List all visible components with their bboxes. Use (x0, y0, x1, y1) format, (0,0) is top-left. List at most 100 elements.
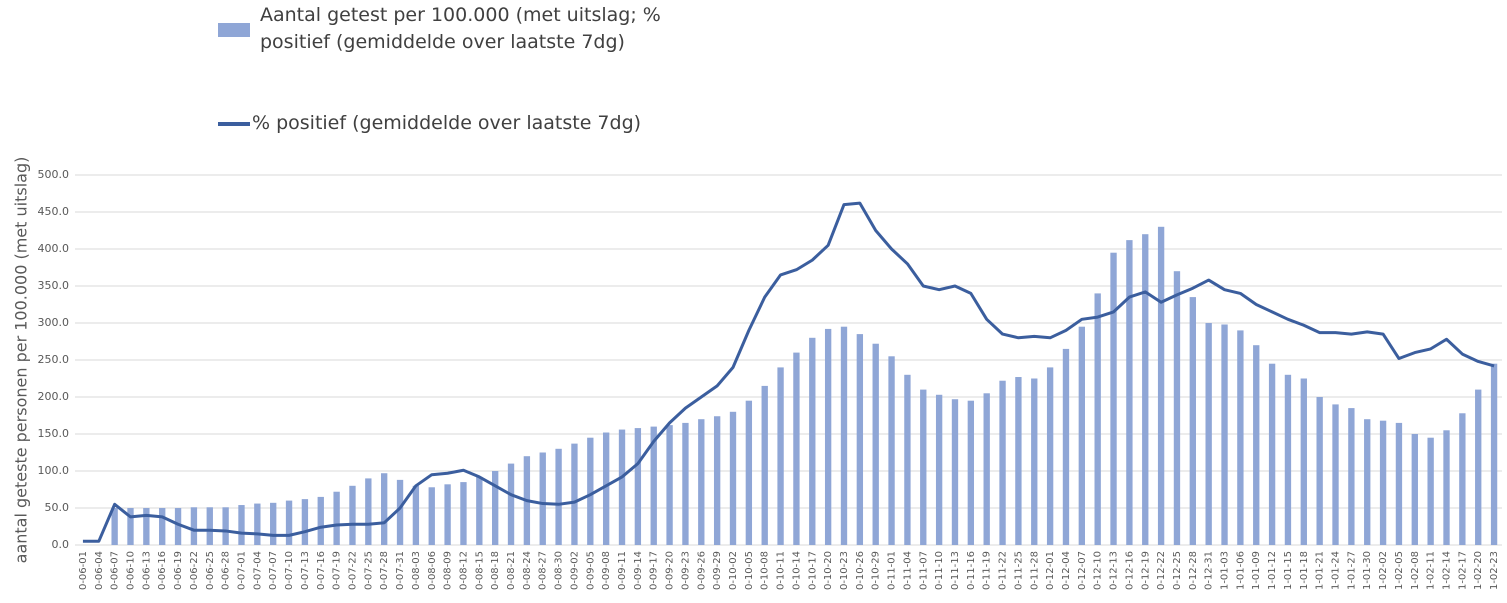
bar (285, 500, 293, 545)
bar (935, 394, 943, 545)
x-tick-label: 0-09-26 (696, 551, 707, 590)
x-tick-label: 0-12-25 (1172, 551, 1183, 590)
bar (1332, 404, 1339, 545)
x-tick-label: 0-08-15 (474, 551, 485, 590)
y-tick-label: 100.0 (38, 464, 70, 477)
bar (1157, 226, 1165, 546)
x-tick-label: 0-09-11 (617, 551, 628, 590)
x-tick-label: 1-02-02 (1378, 551, 1389, 590)
y-tick-label: 300.0 (38, 316, 70, 329)
bar (920, 389, 927, 545)
bar (967, 400, 975, 545)
bar (904, 374, 911, 545)
bar (1189, 297, 1196, 545)
x-tick-label: 0-12-01 (1045, 551, 1056, 590)
bar (698, 419, 705, 545)
x-tick-label: 1-01-30 (1362, 551, 1373, 590)
x-tick-label: 0-09-29 (712, 551, 723, 590)
bar (301, 499, 309, 545)
y-tick-label: 0.0 (52, 538, 70, 551)
x-tick-label: 0-08-24 (522, 551, 533, 590)
y-tick-label: 250.0 (38, 353, 70, 366)
bar (190, 507, 198, 545)
x-tick-label: 0-07-10 (284, 551, 295, 590)
x-tick-label: 0-12-28 (1188, 551, 1199, 590)
bar (983, 393, 990, 545)
x-tick-label: 0-08-18 (490, 551, 501, 590)
bar (1411, 434, 1418, 545)
x-tick-label: 0-11-19 (982, 551, 993, 590)
bar (1046, 367, 1054, 545)
bar (682, 422, 689, 545)
bar (238, 505, 245, 545)
y-tick-label: 350.0 (38, 279, 70, 292)
x-tick-label: 1-01-18 (1299, 551, 1310, 590)
x-tick-label: 0-11-04 (902, 551, 913, 590)
x-tick-label: 0-12-13 (1109, 551, 1120, 590)
x-tick-label: 0-12-19 (1140, 551, 1151, 590)
x-tick-label: 0-07-13 (300, 551, 311, 590)
bar (777, 367, 784, 545)
x-tick-label: 0-06-25 (205, 551, 216, 590)
bar (365, 478, 372, 545)
bar (476, 476, 483, 545)
y-tick-label: 50.0 (45, 501, 70, 514)
x-tick-label: 0-11-16 (966, 551, 977, 590)
bar (206, 507, 213, 545)
x-tick-label: 0-07-16 (316, 551, 327, 590)
x-tick-label: 0-11-07 (918, 551, 929, 590)
x-tick-label: 0-10-11 (776, 551, 787, 590)
bar (1237, 330, 1244, 545)
x-tick-label: 0-09-14 (633, 551, 644, 590)
x-tick-label: 1-02-11 (1426, 551, 1437, 590)
x-tick-label: 0-07-04 (252, 551, 263, 590)
bar (824, 328, 832, 545)
x-tick-label: 0-12-10 (1093, 551, 1104, 590)
legend-text: Aantal getest per 100.000 (met uitslag; … (260, 4, 661, 53)
bar (1268, 363, 1276, 545)
x-tick-label: 0-10-02 (728, 551, 739, 590)
x-tick-label: 0-07-01 (236, 551, 247, 590)
bar (713, 416, 721, 545)
x-tick-label: 0-09-02 (569, 551, 580, 590)
x-tick-label: 0-10-23 (839, 551, 850, 590)
x-tick-label: 0-10-26 (855, 551, 866, 590)
bar (222, 507, 229, 545)
bar (333, 491, 340, 545)
x-tick-label: 1-02-08 (1410, 551, 1421, 590)
x-tick-label: 1-02-17 (1457, 551, 1468, 590)
bar (872, 343, 879, 545)
x-tick-label: 0-08-03 (411, 551, 422, 590)
bar (159, 508, 166, 545)
bar (745, 400, 753, 545)
x-tick-label: 0-06-10 (125, 551, 136, 590)
x-tick-label: 0-07-07 (268, 551, 279, 590)
bar (1427, 437, 1434, 545)
bar (254, 503, 261, 545)
x-tick-label: 1-02-05 (1394, 551, 1405, 590)
bar (460, 482, 467, 545)
x-tick-label: 0-08-21 (506, 551, 517, 590)
y-axis-title: aantal geteste personen per 100.000 (met… (12, 157, 31, 564)
bar (317, 496, 324, 545)
bar (1062, 348, 1070, 545)
x-tick-label: 1-01-03 (1220, 551, 1231, 590)
y-tick-label: 200.0 (38, 390, 70, 403)
x-tick-label: 1-01-09 (1251, 551, 1262, 590)
bar (571, 443, 578, 545)
bar (444, 484, 451, 545)
x-tick-label: 1-01-24 (1331, 551, 1342, 590)
bar (666, 425, 673, 545)
x-tick-label: 0-10-08 (760, 551, 771, 590)
x-tick-label: 0-12-07 (1077, 551, 1088, 590)
x-tick-label: 0-06-01 (78, 551, 89, 590)
bar (1078, 326, 1085, 545)
x-tick-label: 0-09-05 (585, 551, 596, 590)
x-tick-label: 1-01-06 (1235, 551, 1246, 590)
x-tick-label: 0-11-28 (1029, 551, 1040, 590)
bar (602, 432, 610, 545)
bar (1142, 234, 1149, 545)
x-tick-label: 0-11-22 (998, 551, 1009, 590)
x-tick-label: 0-06-07 (110, 551, 121, 590)
